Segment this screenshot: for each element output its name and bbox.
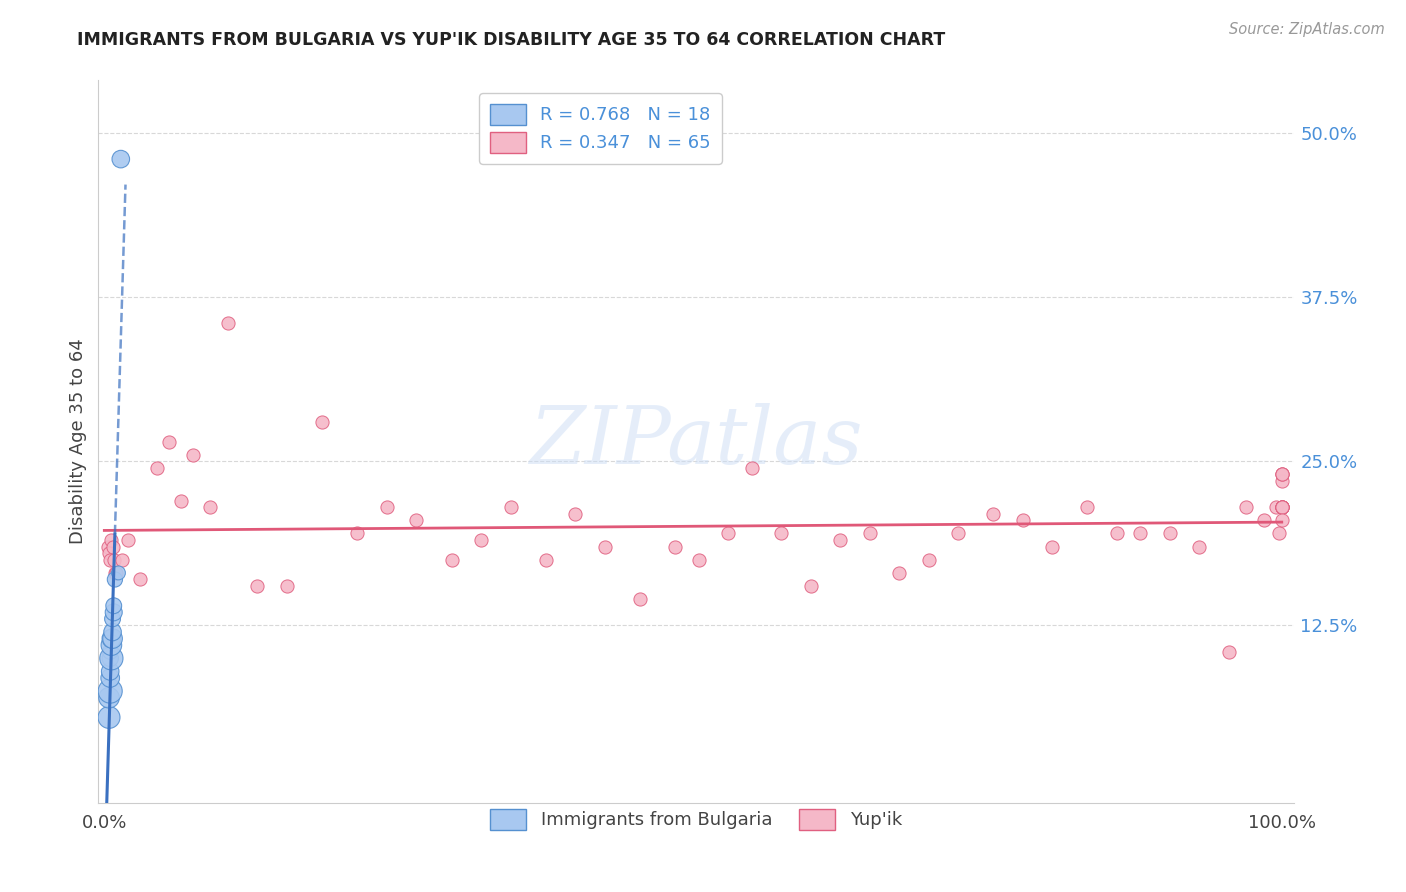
- Point: [1271, 467, 1294, 482]
- Point: [98, 710, 121, 724]
- Point: [101, 540, 124, 554]
- Point: [107, 566, 129, 580]
- Point: [1268, 526, 1291, 541]
- Point: [97, 540, 120, 554]
- Point: [101, 625, 124, 640]
- Point: [98, 553, 121, 567]
- Point: [100, 533, 122, 547]
- Point: [146, 460, 169, 475]
- Point: [1271, 474, 1294, 488]
- Point: [664, 540, 686, 554]
- Point: [200, 500, 222, 515]
- Point: [98, 671, 121, 685]
- Point: [111, 553, 134, 567]
- Point: [100, 638, 122, 652]
- Point: [1253, 513, 1275, 527]
- Point: [830, 533, 852, 547]
- Point: [1271, 500, 1294, 515]
- Point: [800, 579, 823, 593]
- Point: [1105, 526, 1128, 541]
- Point: [311, 415, 333, 429]
- Point: [1271, 467, 1294, 482]
- Point: [98, 690, 121, 705]
- Point: [1271, 500, 1294, 515]
- Point: [105, 566, 128, 580]
- Text: IMMIGRANTS FROM BULGARIA VS YUP'IK DISABILITY AGE 35 TO 64 CORRELATION CHART: IMMIGRANTS FROM BULGARIA VS YUP'IK DISAB…: [77, 31, 946, 49]
- Point: [981, 507, 1004, 521]
- Point: [128, 573, 150, 587]
- Point: [499, 500, 522, 515]
- Point: [100, 651, 122, 665]
- Point: [375, 500, 398, 515]
- Point: [103, 553, 125, 567]
- Point: [1271, 500, 1294, 515]
- Point: [1159, 526, 1181, 541]
- Point: [859, 526, 882, 541]
- Point: [593, 540, 616, 554]
- Point: [440, 553, 463, 567]
- Point: [1271, 467, 1294, 482]
- Point: [346, 526, 368, 541]
- Point: [110, 152, 132, 166]
- Text: Source: ZipAtlas.com: Source: ZipAtlas.com: [1229, 22, 1385, 37]
- Point: [101, 612, 124, 626]
- Point: [405, 513, 427, 527]
- Point: [98, 684, 121, 698]
- Point: [1271, 500, 1294, 515]
- Point: [170, 493, 193, 508]
- Point: [688, 553, 710, 567]
- Point: [101, 632, 124, 646]
- Point: [1264, 500, 1286, 515]
- Text: ZIPatlas: ZIPatlas: [529, 403, 863, 480]
- Point: [946, 526, 969, 541]
- Point: [157, 434, 180, 449]
- Point: [117, 533, 139, 547]
- Point: [103, 599, 125, 613]
- Point: [917, 553, 939, 567]
- Point: [1076, 500, 1098, 515]
- Point: [1129, 526, 1152, 541]
- Point: [628, 592, 651, 607]
- Point: [1188, 540, 1211, 554]
- Legend: Immigrants from Bulgaria, Yup'ik: Immigrants from Bulgaria, Yup'ik: [482, 802, 910, 837]
- Point: [104, 573, 127, 587]
- Point: [1236, 500, 1258, 515]
- Point: [1271, 513, 1294, 527]
- Point: [564, 507, 586, 521]
- Y-axis label: Disability Age 35 to 64: Disability Age 35 to 64: [69, 339, 87, 544]
- Point: [104, 566, 127, 580]
- Point: [98, 546, 121, 560]
- Point: [1011, 513, 1033, 527]
- Point: [98, 651, 121, 665]
- Point: [717, 526, 740, 541]
- Point: [470, 533, 492, 547]
- Point: [100, 632, 122, 646]
- Point: [98, 645, 121, 659]
- Point: [103, 605, 125, 619]
- Point: [1218, 645, 1240, 659]
- Point: [1040, 540, 1063, 554]
- Point: [1271, 500, 1294, 515]
- Point: [1271, 500, 1294, 515]
- Point: [770, 526, 793, 541]
- Point: [887, 566, 910, 580]
- Point: [98, 665, 121, 679]
- Point: [181, 448, 204, 462]
- Point: [217, 316, 239, 330]
- Point: [246, 579, 269, 593]
- Point: [276, 579, 298, 593]
- Point: [741, 460, 763, 475]
- Point: [534, 553, 557, 567]
